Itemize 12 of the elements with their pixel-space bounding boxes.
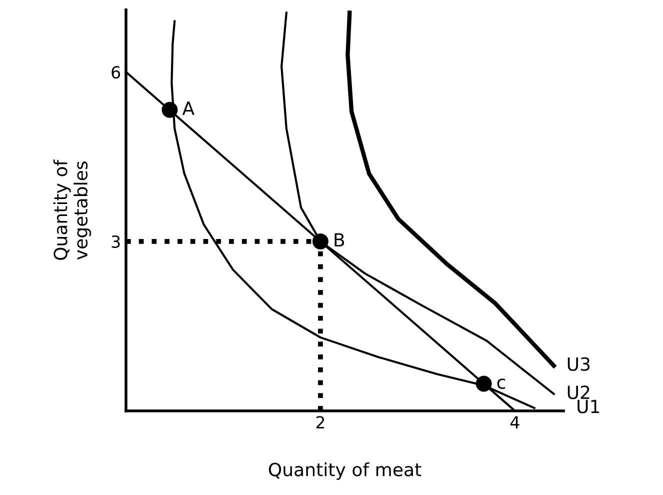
y-axis-title: Quantity of vegetables [53, 159, 92, 260]
annotation: c [497, 378, 506, 389]
annotation: A [182, 102, 194, 115]
annotation: U1 [578, 400, 600, 414]
annotation: B [334, 233, 344, 246]
x-tick-label: 4 [510, 416, 520, 428]
y-tick-label: 3 [112, 235, 120, 248]
annotation: U3 [568, 357, 590, 371]
y-tick-label: 6 [112, 66, 120, 79]
x-tick-label: 2 [316, 416, 324, 428]
x-axis-title: Quantity of meat [268, 462, 422, 480]
annotation: U2 [568, 385, 590, 400]
